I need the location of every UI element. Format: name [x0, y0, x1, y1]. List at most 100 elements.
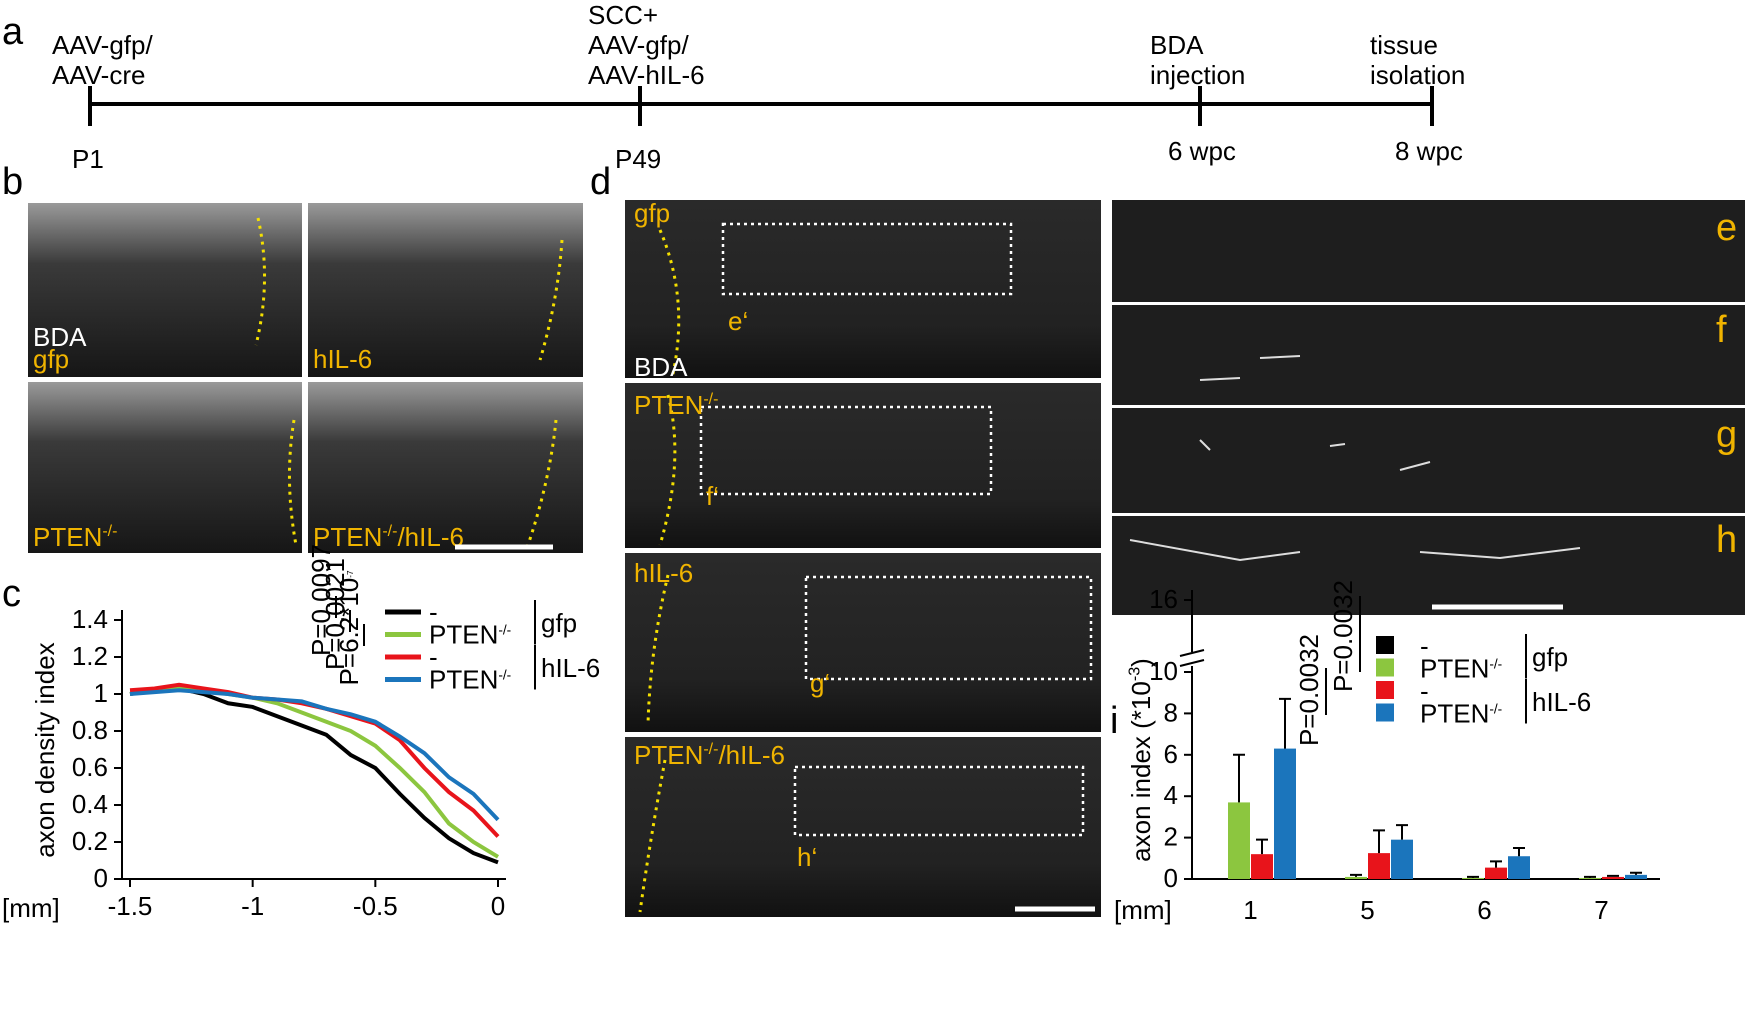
bar: [1602, 876, 1624, 879]
event-label: tissue: [1370, 30, 1438, 60]
lesion-line: [254, 217, 266, 346]
panel-letter: b: [2, 161, 23, 203]
bar: [1368, 853, 1390, 879]
label-after: /hIL-6: [397, 522, 464, 552]
label-sup: -/-: [498, 668, 511, 683]
panel-letter: i: [1110, 700, 1118, 742]
inset-label: g‘: [810, 668, 830, 698]
label-base: PTEN: [429, 620, 498, 650]
event-label: SCC+: [588, 0, 658, 30]
x-axis-label: [mm]: [2, 893, 60, 923]
bar: [1462, 877, 1484, 879]
event-label: AAV-hIL-6: [588, 60, 705, 90]
panel-letter: f: [1716, 309, 1727, 351]
image-label: gfp: [33, 344, 69, 374]
panel-b: BDA gfp hIL-6 PTEN-/- PTEN-/-/hIL-6: [28, 203, 583, 553]
inset-label: f‘: [706, 481, 719, 511]
y-tick-label: 1.4: [72, 604, 108, 634]
y-tick-label: 1.2: [72, 641, 108, 671]
bar: [1485, 867, 1507, 879]
x-tick-label: 7: [1594, 895, 1608, 925]
series-line: [129, 688, 500, 822]
panel-letter: d: [590, 161, 611, 203]
error-bar: [1490, 860, 1502, 868]
label-sup: -/-: [703, 741, 718, 758]
label: P=0.0097: [306, 544, 336, 656]
label: P=0.0032: [1328, 580, 1358, 692]
label: -: [429, 642, 438, 672]
error-bar: [1256, 838, 1268, 855]
label-base: PTEN: [634, 740, 703, 770]
label: P=6.2*10-7: [334, 570, 364, 685]
label-base: PTEN: [1420, 699, 1489, 729]
label: P=0.0021: [320, 558, 350, 670]
stain-label: BDA: [634, 352, 688, 382]
time-label: 8 wpc: [1395, 136, 1463, 166]
inset-label: e‘: [728, 306, 748, 336]
event-label: AAV-gfp/: [52, 30, 153, 60]
y-tick-label: 0.6: [72, 752, 108, 782]
micrograph: [625, 200, 1101, 378]
y-tick-label: 0.2: [72, 826, 108, 856]
label-base: P=0.0097: [306, 544, 336, 656]
legend-group-label: gfp: [541, 608, 577, 638]
image-label: PTEN-/-/hIL-6: [634, 740, 785, 770]
panel-letter: c: [2, 573, 21, 615]
inset-box: [721, 222, 1013, 296]
error-bar: [1396, 824, 1408, 840]
panel-letter: a: [2, 11, 24, 53]
bar: [1579, 877, 1601, 879]
label-base: P=6.2*10: [334, 578, 364, 686]
lesion-line: [658, 229, 681, 379]
micrograph: [1112, 305, 1745, 405]
label-base: P=0.0021: [320, 558, 350, 670]
label-base: -: [429, 642, 438, 672]
y-tick-label: 2: [1164, 822, 1178, 852]
y-tick-label: 0.8: [72, 715, 108, 745]
image-label: gfp: [634, 198, 670, 228]
x-tick-label: 0: [491, 891, 505, 921]
bar: [1345, 876, 1367, 879]
legend-swatch: [1376, 658, 1394, 677]
x-axis-label: [mm]: [1114, 895, 1172, 925]
y-tick-label: 6: [1164, 739, 1178, 769]
label-sup: -/-: [498, 623, 511, 638]
bar: [1508, 856, 1530, 879]
label: axon index (*10-3): [1126, 658, 1156, 862]
label-base: axon index (*10: [1126, 681, 1156, 862]
panel-d: gfp BDA PTEN-/- hIL-6 PTEN-/-/hIL-6 e‘ f…: [625, 198, 1101, 917]
image-label: hIL-6: [634, 558, 693, 588]
error-bar: [1630, 871, 1642, 875]
label-sup: -/-: [382, 523, 397, 540]
timeline: AAV-gfp/ AAV-cre SCC+ AAV-gfp/ AAV-hIL-6…: [52, 0, 1465, 174]
micrograph: [28, 203, 302, 377]
panel-letter: h: [1716, 519, 1737, 561]
image-label: PTEN-/-/hIL-6: [313, 522, 464, 552]
stain-label: BDA: [33, 322, 87, 352]
bar: [1274, 748, 1296, 879]
label: -: [1420, 676, 1429, 706]
legend-group-label: hIL-6: [541, 653, 600, 683]
y-tick-label: 8: [1164, 697, 1178, 727]
label-base: -: [1420, 631, 1429, 661]
image-label: PTEN-/-: [33, 522, 117, 552]
error-bar: [1279, 697, 1291, 749]
label: -: [1420, 631, 1429, 661]
error-bar: [1233, 753, 1245, 803]
panels-e-h: e f g h: [1112, 200, 1745, 615]
error-bar: [1373, 829, 1385, 854]
legend-swatch: [1376, 636, 1394, 654]
event-label: injection: [1150, 60, 1245, 90]
image-label: hIL-6: [313, 344, 372, 374]
axis-break: [1179, 649, 1205, 667]
y-tick-label: 10: [1149, 656, 1178, 686]
label-after: ): [1126, 658, 1156, 667]
legend-group-label: gfp: [1532, 642, 1568, 672]
axon-trace: [1129, 355, 1581, 562]
x-tick-label: 5: [1360, 895, 1374, 925]
micrograph: [308, 382, 583, 553]
label-sup: -/-: [1489, 702, 1502, 717]
y-tick-label: 1: [94, 678, 108, 708]
panel-letter: g: [1716, 414, 1737, 456]
micrograph: [625, 553, 1101, 732]
